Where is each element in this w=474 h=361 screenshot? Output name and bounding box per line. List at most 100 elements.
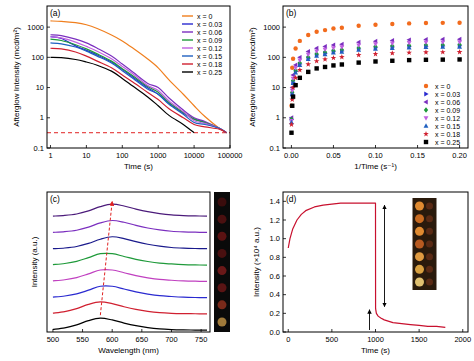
inset-spot: [426, 215, 433, 222]
data-point: [339, 45, 344, 49]
data-point: [289, 131, 293, 135]
data-point: [297, 59, 302, 63]
data-point: [390, 22, 394, 26]
inset-spot: [415, 202, 424, 211]
data-point: [389, 50, 395, 55]
legend-label: x = 0.25: [197, 69, 222, 76]
data-point: [298, 39, 302, 43]
y-tick-label: 1000: [27, 23, 44, 32]
legend-label: x = 0.06: [435, 99, 460, 106]
data-point: [331, 55, 337, 60]
x-tick-label: 1000: [150, 151, 167, 160]
inset-photo: [214, 192, 230, 332]
data-point: [323, 48, 328, 52]
legend-line: [182, 15, 193, 16]
inset-spot: [426, 253, 433, 260]
inset-spot: [218, 198, 227, 207]
inset-background: [214, 192, 230, 332]
y-axis-label: Intensity (a.u.): [30, 236, 39, 287]
legend-line: [182, 55, 193, 56]
y-tick-label: 1000: [263, 23, 280, 32]
x-tick-label: 100: [116, 151, 129, 160]
data-point: [340, 62, 344, 66]
inset-spot: [218, 266, 227, 275]
inset-spot: [218, 232, 227, 241]
legend-line: [182, 23, 193, 24]
y-axis-label: Intensity (×10⁴ a.u.): [252, 227, 261, 297]
data-point: [289, 122, 295, 127]
series-line: [53, 286, 207, 298]
legend-label: x = 0.25: [435, 139, 460, 146]
inset-spot: [218, 249, 227, 258]
x-tick-label: 1000: [367, 335, 384, 344]
x-tick-label: 700: [165, 335, 178, 344]
data-point: [293, 70, 298, 74]
data-point: [356, 60, 360, 64]
data-point: [356, 43, 361, 47]
y-tick-label: 1.2: [270, 216, 280, 225]
series-line: [50, 21, 226, 133]
data-point: [373, 51, 379, 56]
data-point: [289, 104, 293, 108]
y-tick-label: 10: [36, 83, 44, 92]
legend-line: [182, 47, 193, 48]
axes: [47, 27, 230, 148]
data-point: [441, 21, 445, 25]
data-point: [306, 70, 310, 74]
legend-label: x = 0.18: [435, 131, 460, 138]
panel: 500550600650700750(c)Wavelength (nm)Inte…: [30, 192, 230, 355]
inset-spot: [415, 227, 424, 236]
legend-marker: [423, 100, 427, 105]
data-point: [424, 41, 429, 45]
inset-spot: [415, 278, 424, 287]
inset-photo: [413, 198, 437, 290]
x-tick-label: 500: [326, 335, 339, 344]
legend-label: x = 0.12: [435, 115, 460, 122]
residual-arrow: [369, 310, 370, 330]
x-tick-label: 0.15: [410, 151, 425, 160]
x-tick-label: 600: [106, 335, 119, 344]
x-tick-label: 10000: [184, 151, 205, 160]
plot-data: [289, 21, 463, 135]
y-tick-label: 1: [276, 113, 280, 122]
inset-background: [413, 198, 437, 290]
data-point: [440, 49, 446, 54]
legend-label: x = 0.18: [197, 61, 222, 68]
legend-label: x = 0.03: [197, 21, 222, 28]
data-point: [373, 42, 378, 46]
legend-marker: [424, 116, 429, 120]
panel-label: (d): [286, 194, 297, 204]
data-point: [298, 76, 302, 80]
series-line: [50, 57, 194, 132]
series-line: [53, 318, 207, 330]
legend-marker: [424, 92, 428, 97]
panel: 0.000.050.100.150.200.11101001000(b)1/Ti…: [248, 6, 468, 171]
y-tick-label: 0.0: [270, 328, 280, 337]
data-point: [314, 30, 318, 34]
data-point: [406, 50, 412, 55]
axes: [283, 27, 460, 148]
data-point: [293, 46, 297, 50]
inset-spot: [415, 252, 424, 261]
series-line: [50, 39, 226, 133]
inset-spot: [218, 318, 227, 327]
legend-label: x = 0.03: [435, 91, 460, 98]
y-tick-label: 0.1: [270, 144, 280, 153]
y-tick-label: 0.2: [270, 309, 280, 318]
figure: 1101001000100001000000.11101001000(a)Tim…: [0, 0, 474, 361]
series-line: [50, 43, 226, 133]
y-axis-label: Afterglow Intensity (mcd/m²): [12, 27, 21, 127]
data-point: [331, 63, 335, 67]
series-line: [50, 35, 226, 133]
x-tick-label: 1: [48, 151, 52, 160]
data-point: [293, 83, 297, 87]
data-point: [314, 53, 319, 57]
data-point: [306, 33, 310, 37]
x-tick-label: 2000: [454, 335, 471, 344]
panel-label: (a): [50, 8, 61, 18]
y-tick-label: 1.0: [270, 234, 280, 243]
series-line: [50, 48, 226, 132]
series-line: [53, 253, 207, 265]
x-tick-label: 550: [76, 335, 89, 344]
data-point: [297, 67, 303, 72]
